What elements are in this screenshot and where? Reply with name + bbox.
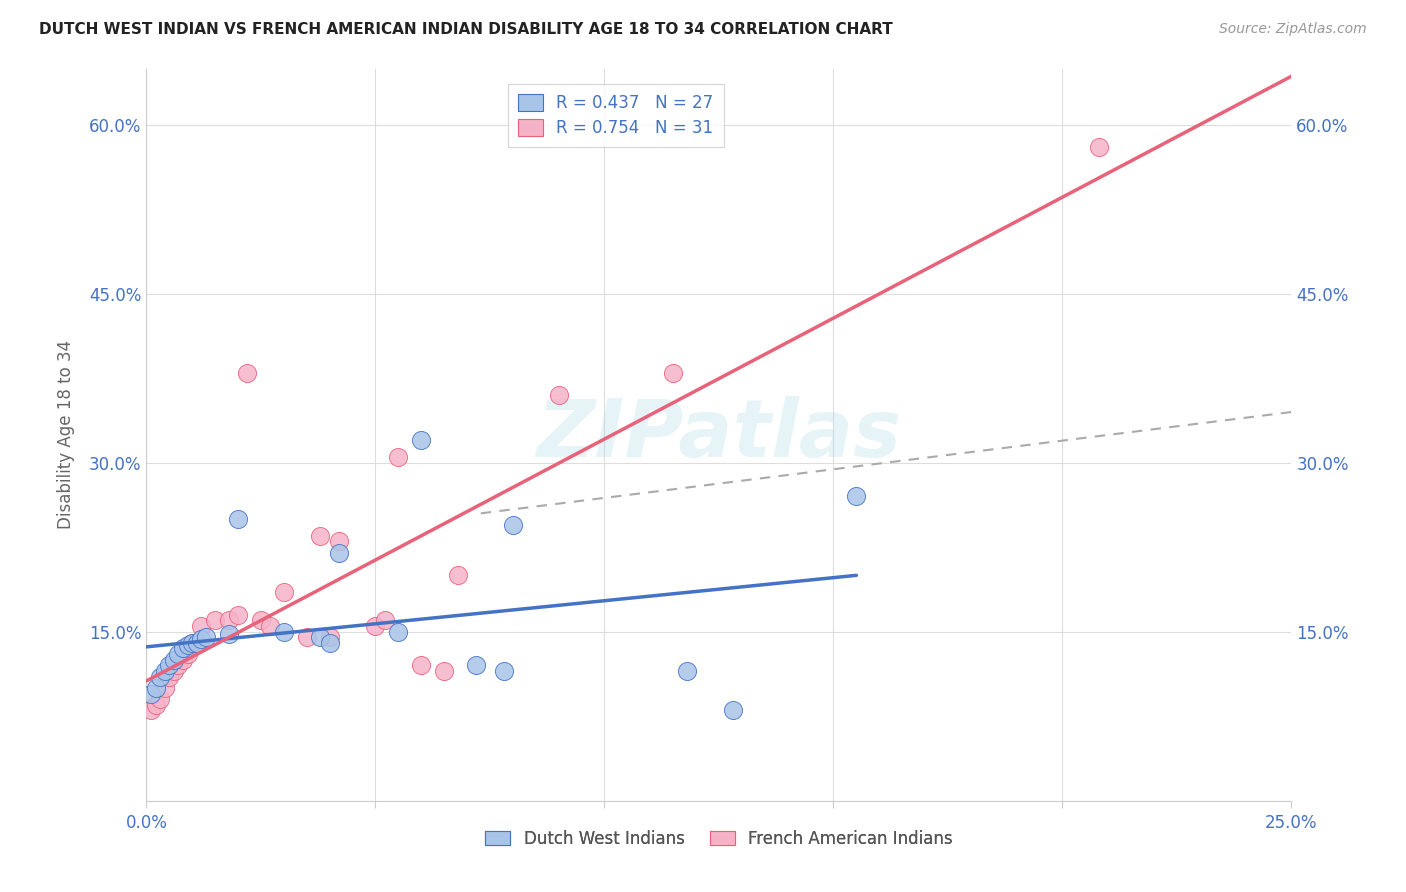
Y-axis label: Disability Age 18 to 34: Disability Age 18 to 34 bbox=[58, 340, 75, 529]
Point bbox=[194, 630, 217, 644]
Point bbox=[149, 670, 172, 684]
Point bbox=[364, 619, 387, 633]
Point bbox=[163, 653, 186, 667]
Text: ZIPatlas: ZIPatlas bbox=[537, 395, 901, 474]
Point bbox=[149, 692, 172, 706]
Point bbox=[181, 636, 204, 650]
Text: Source: ZipAtlas.com: Source: ZipAtlas.com bbox=[1219, 22, 1367, 37]
Point bbox=[1088, 140, 1111, 154]
Point bbox=[492, 664, 515, 678]
Point bbox=[387, 624, 409, 639]
Point bbox=[190, 632, 212, 647]
Point bbox=[181, 636, 204, 650]
Point bbox=[259, 619, 281, 633]
Point bbox=[328, 546, 350, 560]
Point bbox=[309, 529, 332, 543]
Point bbox=[374, 613, 396, 627]
Point bbox=[153, 664, 176, 678]
Point bbox=[204, 613, 226, 627]
Point bbox=[172, 653, 194, 667]
Point bbox=[176, 647, 198, 661]
Point bbox=[145, 698, 167, 712]
Point bbox=[157, 658, 180, 673]
Point bbox=[465, 658, 488, 673]
Point bbox=[190, 619, 212, 633]
Point bbox=[167, 647, 190, 661]
Point bbox=[186, 636, 208, 650]
Point bbox=[318, 630, 340, 644]
Point bbox=[167, 658, 190, 673]
Point bbox=[236, 366, 259, 380]
Point bbox=[250, 613, 273, 627]
Point bbox=[218, 613, 240, 627]
Point bbox=[172, 641, 194, 656]
Point bbox=[387, 450, 409, 464]
Point bbox=[721, 703, 744, 717]
Point bbox=[411, 658, 433, 673]
Point bbox=[163, 664, 186, 678]
Point bbox=[218, 627, 240, 641]
Point bbox=[845, 490, 868, 504]
Point bbox=[139, 703, 162, 717]
Point bbox=[328, 534, 350, 549]
Point bbox=[318, 636, 340, 650]
Point bbox=[226, 512, 249, 526]
Point bbox=[139, 686, 162, 700]
Point bbox=[676, 664, 699, 678]
Point bbox=[176, 638, 198, 652]
Point bbox=[273, 624, 295, 639]
Point bbox=[447, 568, 470, 582]
Point bbox=[433, 664, 456, 678]
Point bbox=[226, 607, 249, 622]
Point bbox=[295, 630, 318, 644]
Point bbox=[145, 681, 167, 695]
Legend: Dutch West Indians, French American Indians: Dutch West Indians, French American Indi… bbox=[478, 823, 959, 855]
Point bbox=[502, 517, 524, 532]
Point bbox=[547, 388, 569, 402]
Point bbox=[309, 630, 332, 644]
Point bbox=[411, 433, 433, 447]
Point bbox=[662, 366, 685, 380]
Point bbox=[153, 681, 176, 695]
Text: DUTCH WEST INDIAN VS FRENCH AMERICAN INDIAN DISABILITY AGE 18 TO 34 CORRELATION : DUTCH WEST INDIAN VS FRENCH AMERICAN IND… bbox=[39, 22, 893, 37]
Point bbox=[273, 585, 295, 599]
Point bbox=[157, 670, 180, 684]
